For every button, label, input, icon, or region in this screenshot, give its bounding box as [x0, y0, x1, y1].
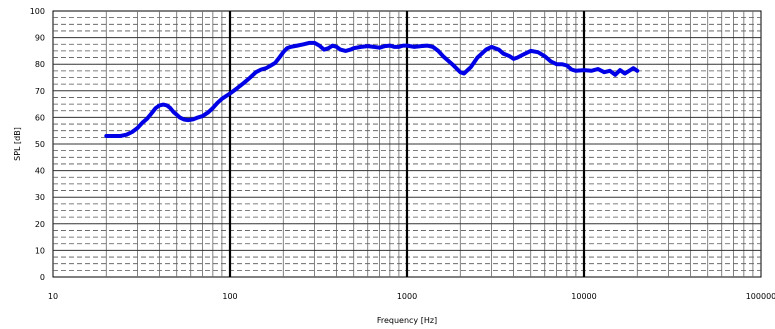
- y-tick-label: 30: [35, 193, 45, 202]
- y-tick-label: 50: [35, 140, 45, 149]
- x-tick-label: 10: [48, 292, 58, 301]
- y-tick-label: 0: [40, 273, 45, 282]
- y-tick-label: 40: [35, 167, 45, 176]
- y-tick-label: 60: [35, 113, 45, 122]
- major-grid: [53, 11, 761, 277]
- y-tick-label: 10: [35, 246, 45, 255]
- x-tick-label: 100000: [746, 292, 775, 301]
- spl-response-line: [104, 40, 640, 138]
- y-tick-label: 90: [35, 34, 45, 43]
- y-tick-label: 100: [30, 7, 45, 16]
- y-tick-label: 20: [35, 220, 45, 229]
- x-tick-label: 100: [222, 292, 237, 301]
- y-axis-title: SPL [dB]: [13, 127, 22, 161]
- x-axis-title: Frequency [Hz]: [377, 316, 437, 325]
- y-tick-label: 80: [35, 60, 45, 69]
- x-tick-labels: 10 100 1000 10000 100000: [48, 292, 775, 301]
- x-tick-label: 10000: [571, 292, 596, 301]
- x-tick-label: 1000: [397, 292, 417, 301]
- y-tick-label: 70: [35, 87, 45, 96]
- y-tick-labels: 0 10 20 30 40 50 60 70 80 90 100: [30, 7, 45, 282]
